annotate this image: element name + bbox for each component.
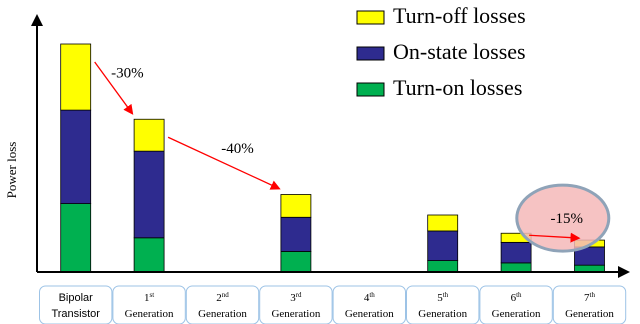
reduction-label-3: -15% — [551, 211, 584, 227]
category-ordinal-number: 6 — [511, 292, 517, 304]
category-labels: Bipolar Transistor 1st Generation 2nd Generat… — [39, 285, 627, 324]
category-label-line2: Generation — [418, 308, 467, 320]
bar-segment-1-cat-8 — [574, 264, 605, 273]
category-ordinal: 1st — [144, 291, 154, 304]
bars-group — [60, 43, 605, 273]
legend-label-3: Turn-on losses — [393, 75, 522, 100]
annotations-group: -30% -40% -15% — [94, 61, 611, 253]
bar-segment-1-cat-6 — [427, 260, 459, 273]
y-axis-label: Power loss — [4, 142, 19, 199]
category-label-line2: Transistor — [51, 308, 100, 320]
category-ordinal-number: 2 — [216, 292, 222, 304]
category-ordinal: 7th — [584, 291, 595, 304]
category-box-7 — [479, 285, 553, 324]
category-ordinal-suffix: th — [443, 291, 449, 299]
bar-segment-1-cat-4 — [280, 251, 312, 273]
category-ordinal-number: 7 — [584, 292, 590, 304]
category-ordinal: 2nd — [216, 291, 229, 304]
category-label-line2: Generation — [271, 308, 320, 320]
reduction-label-2: -40% — [221, 141, 254, 157]
legend: Turn-off losses On-state losses Turn-on lo… — [356, 3, 526, 100]
bar-segment-1-cat-7 — [500, 262, 532, 273]
category-ordinal-number: 3 — [290, 292, 296, 304]
legend-swatch-2 — [356, 46, 385, 61]
legend-swatch-1 — [356, 10, 385, 25]
bar-segment-2-cat-4 — [280, 216, 312, 252]
bar-segment-1-cat-2 — [133, 237, 165, 273]
category-ordinal-suffix: th — [590, 291, 596, 299]
category-ordinal-suffix: rd — [296, 291, 302, 299]
bar-segment-3-cat-2 — [133, 118, 165, 152]
bar-segment-3-cat-1 — [60, 43, 92, 111]
category-label-line2: Generation — [198, 308, 247, 320]
reduction-arrow-3 — [529, 232, 581, 243]
reduction-arrow-1 — [94, 61, 134, 115]
bar-segment-3-cat-4 — [280, 194, 312, 218]
bar-segment-3-cat-6 — [427, 214, 459, 232]
bar-segment-2-cat-7 — [500, 241, 532, 264]
category-ordinal-number: 5 — [437, 292, 443, 304]
category-label-line2: Generation — [345, 308, 394, 320]
axes-group: Power loss — [4, 14, 630, 278]
bar-segment-2-cat-1 — [60, 109, 92, 205]
category-ordinal-suffix: nd — [222, 291, 230, 299]
category-box-4 — [259, 285, 333, 324]
category-label-line2: Generation — [125, 308, 174, 320]
category-ordinal: 6th — [511, 291, 522, 304]
category-ordinal: 5th — [437, 291, 448, 304]
category-label-line1: Bipolar — [59, 292, 94, 304]
category-box-2 — [112, 285, 186, 324]
category-ordinal-number: 4 — [364, 292, 370, 304]
highlight-ellipse — [515, 183, 611, 253]
category-box-1 — [39, 285, 113, 324]
bar-segment-2-cat-2 — [133, 150, 165, 239]
category-ordinal-number: 1 — [144, 292, 150, 304]
category-ordinal-suffix: st — [150, 291, 155, 299]
category-box-3 — [185, 285, 260, 324]
category-ordinal: 4th — [364, 291, 375, 304]
reduction-label-1: -30% — [111, 66, 144, 82]
legend-label-1: Turn-off losses — [393, 3, 526, 28]
category-ordinal-suffix: th — [516, 291, 522, 299]
reduction-arrow-2 — [167, 136, 281, 190]
category-label-line2: Generation — [492, 308, 541, 320]
legend-swatch-3 — [356, 82, 385, 97]
bar-segment-1-cat-1 — [60, 203, 92, 273]
category-ordinal: 3rd — [290, 291, 302, 304]
category-box-8 — [552, 285, 627, 324]
category-label-line2: Generation — [565, 308, 614, 320]
legend-label-2: On-state losses — [393, 39, 526, 64]
category-ordinal-suffix: th — [369, 291, 375, 299]
category-box-5 — [332, 285, 406, 324]
category-box-6 — [406, 285, 480, 324]
bar-segment-2-cat-6 — [427, 230, 459, 262]
